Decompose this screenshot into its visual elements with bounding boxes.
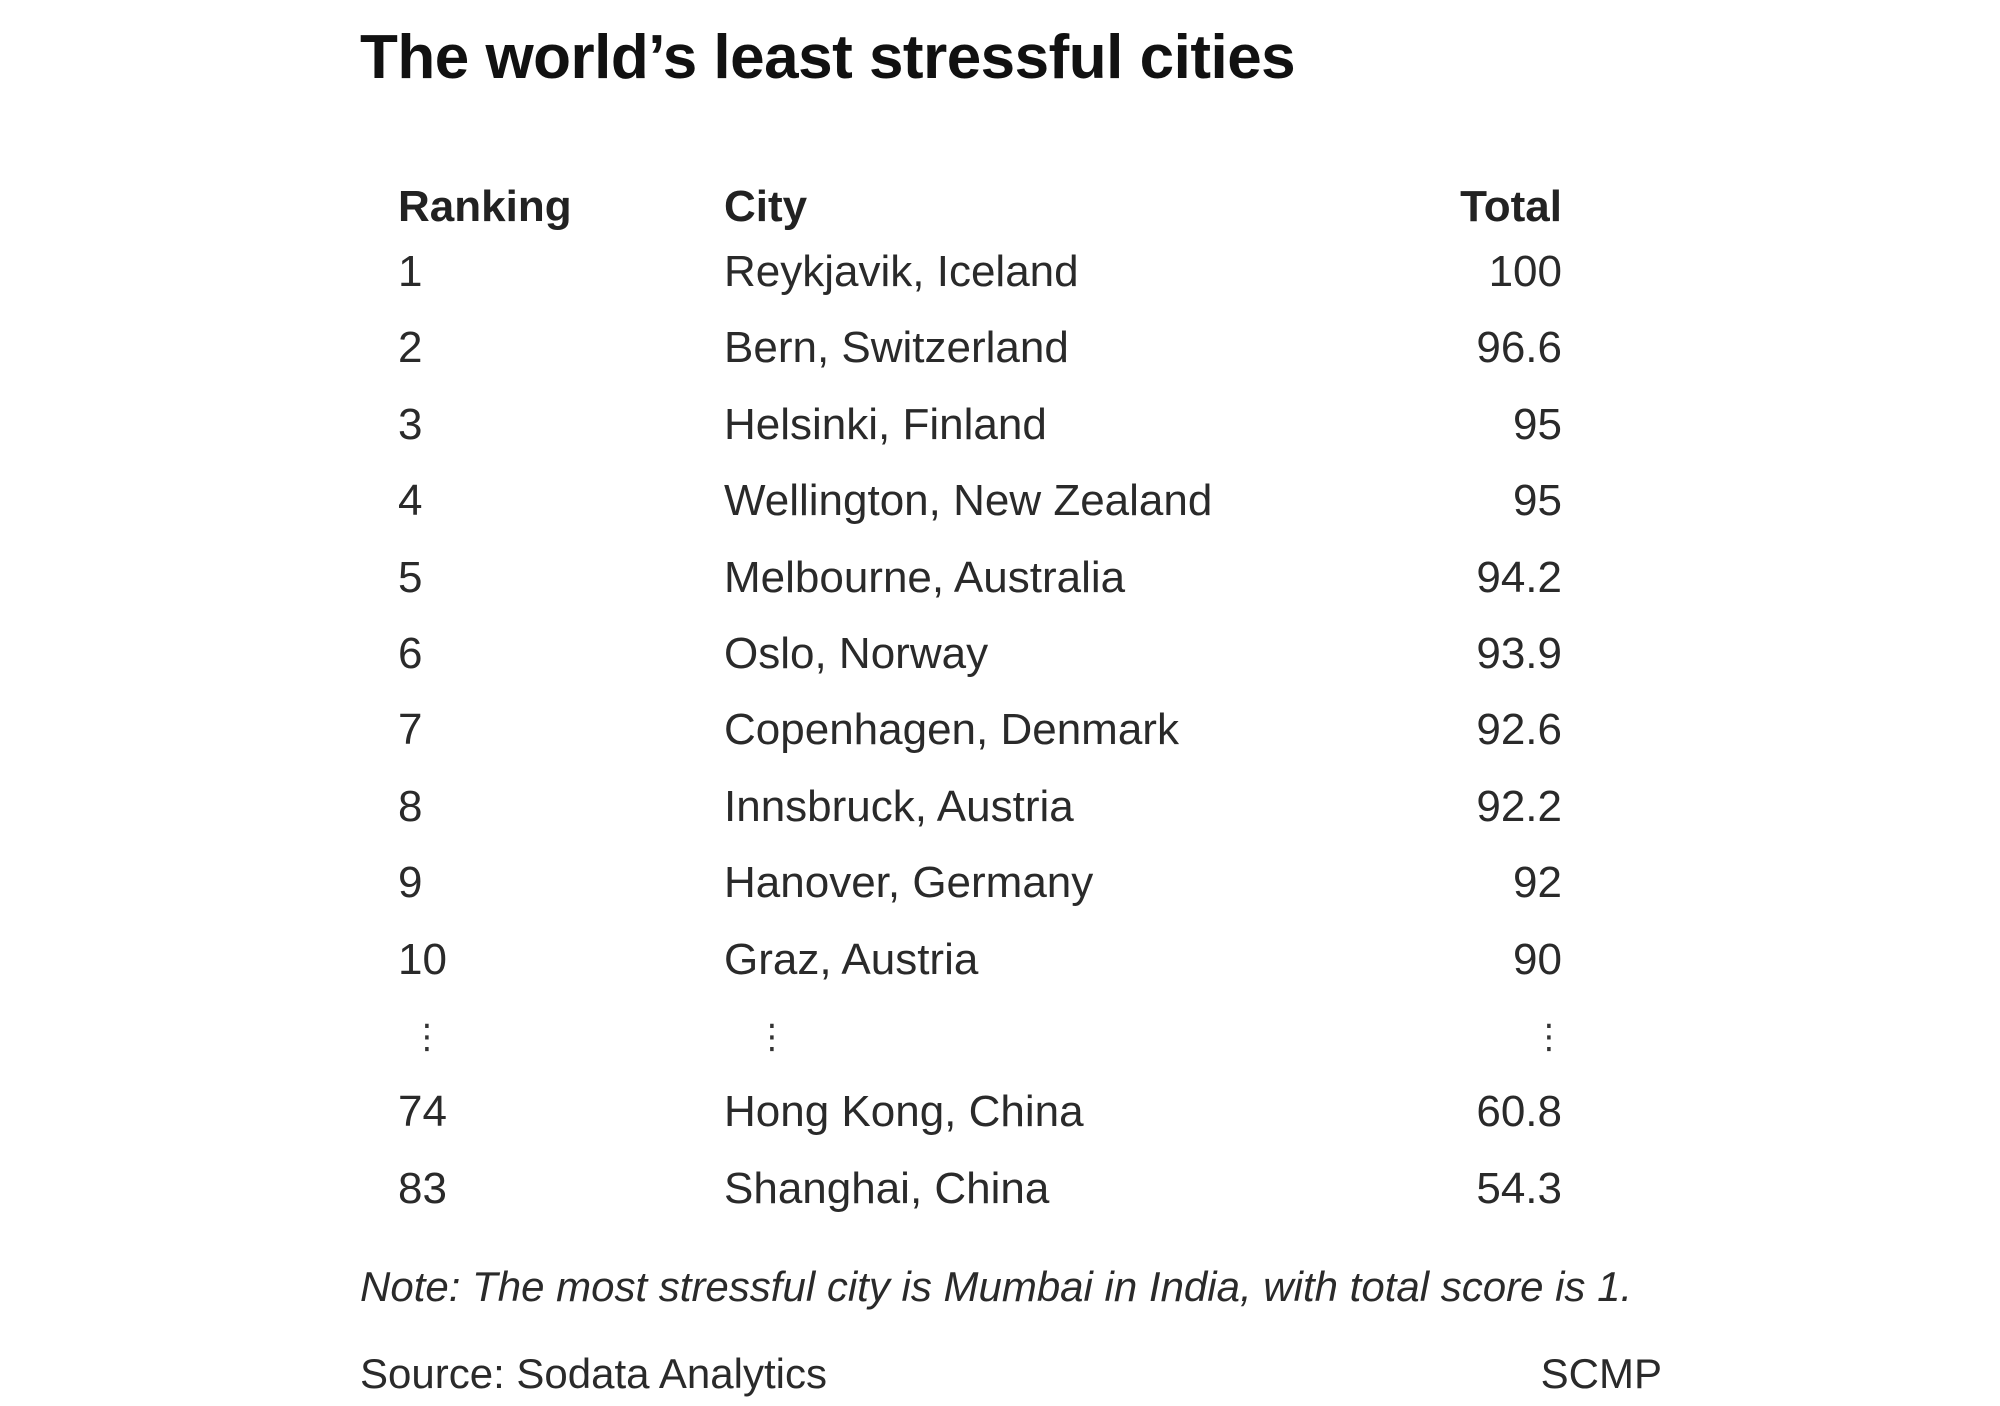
chart-credit: SCMP xyxy=(1540,1350,1662,1397)
row-rank: 83 xyxy=(398,1163,447,1213)
row-rank: 8 xyxy=(398,781,423,831)
row-city: Innsbruck, Austria xyxy=(724,781,1074,831)
chart-note: Note: The most stressful city is Mumbai … xyxy=(360,1263,1633,1310)
row-total: 92.6 xyxy=(1476,705,1562,755)
row-rank: 74 xyxy=(398,1087,447,1137)
row-city: Wellington, New Zealand xyxy=(724,476,1213,526)
row-city: Shanghai, China xyxy=(724,1163,1050,1213)
row-total: 95 xyxy=(1513,476,1562,526)
row-city: Oslo, Norway xyxy=(724,629,989,678)
row-rank: 5 xyxy=(398,552,423,602)
row-rank: 9 xyxy=(398,858,423,908)
row-total: 93.9 xyxy=(1476,629,1562,678)
row-total: 60.8 xyxy=(1476,1087,1562,1137)
row-rank: 7 xyxy=(398,705,423,755)
row-rank: 6 xyxy=(398,629,423,678)
row-city: Bern, Switzerland xyxy=(724,323,1069,373)
row-city: Hong Kong, China xyxy=(724,1087,1084,1137)
chart-source: Source: Sodata Analytics xyxy=(360,1350,827,1397)
header-total: Total xyxy=(1460,182,1562,231)
row-rank: 3 xyxy=(398,399,423,449)
row-city: Reykjavik, Iceland xyxy=(724,247,1079,296)
row-total: 92 xyxy=(1513,858,1562,908)
row-total: 96.6 xyxy=(1476,323,1562,373)
row-rank: 2 xyxy=(398,323,423,373)
row-city: Helsinki, Finland xyxy=(724,399,1047,449)
ellipsis-ranking: ⋮ xyxy=(410,1018,444,1056)
row-total: 94.2 xyxy=(1476,552,1562,602)
row-rank: 10 xyxy=(398,934,447,984)
row-total: 95 xyxy=(1513,399,1562,449)
row-city: Melbourne, Australia xyxy=(724,552,1126,602)
row-total: 100 xyxy=(1488,247,1562,296)
row-total: 54.3 xyxy=(1476,1163,1562,1213)
ellipsis-city: ⋮ xyxy=(755,1018,789,1056)
row-rank: 4 xyxy=(398,476,423,526)
row-city: Hanover, Germany xyxy=(724,858,1094,908)
ellipsis-total: ⋮ xyxy=(1532,1018,1566,1056)
chart-title: The world’s least stressful cities xyxy=(360,23,1296,92)
row-rank: 1 xyxy=(398,247,423,296)
row-city: Graz, Austria xyxy=(724,934,979,984)
row-total: 92.2 xyxy=(1476,781,1562,831)
header-ranking: Ranking xyxy=(398,182,572,231)
row-total: 90 xyxy=(1513,934,1562,984)
row-city: Copenhagen, Denmark xyxy=(724,705,1179,755)
header-city: City xyxy=(724,182,808,231)
